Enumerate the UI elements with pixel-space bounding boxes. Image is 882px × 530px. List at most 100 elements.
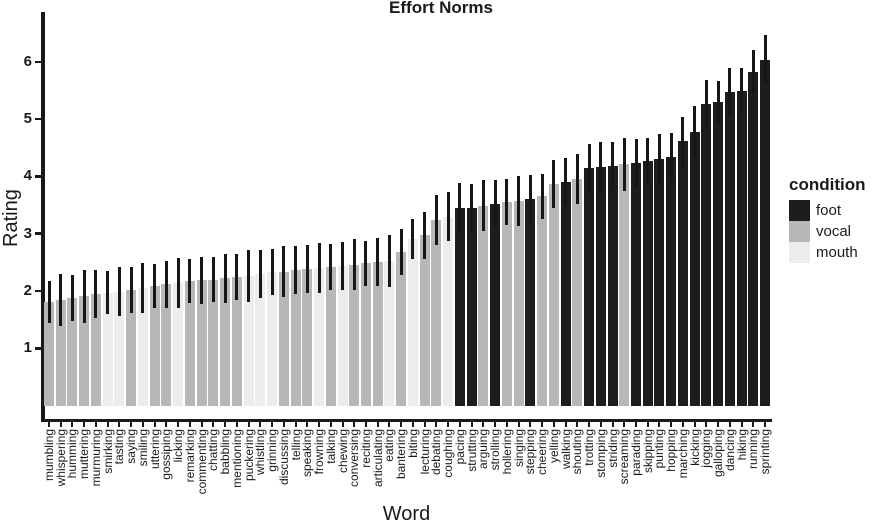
x-tick xyxy=(705,422,708,427)
error-bar xyxy=(341,241,344,290)
bar xyxy=(478,205,489,406)
x-tick xyxy=(564,422,567,427)
bar xyxy=(454,208,465,406)
bar xyxy=(90,294,101,406)
bar xyxy=(513,201,524,406)
legend-swatch-vocal xyxy=(789,221,810,242)
x-tick xyxy=(71,422,74,427)
bar xyxy=(689,132,700,406)
bar xyxy=(595,167,606,406)
x-tick xyxy=(388,422,391,427)
error-bar xyxy=(634,138,638,187)
bar xyxy=(560,181,571,406)
error-bar xyxy=(681,117,685,166)
error-bar xyxy=(70,274,74,321)
bar xyxy=(384,261,395,406)
error-bar xyxy=(153,264,157,308)
error-bar xyxy=(270,249,274,295)
bar xyxy=(572,179,583,406)
error-bar xyxy=(481,180,485,231)
legend-label: foot xyxy=(816,202,842,219)
error-bar xyxy=(94,270,98,319)
x-tick xyxy=(118,422,121,427)
bar xyxy=(431,219,442,406)
x-tick xyxy=(447,422,450,427)
x-tick xyxy=(517,422,520,427)
error-bar xyxy=(235,254,239,301)
x-tick xyxy=(505,422,508,427)
bar xyxy=(443,216,454,406)
x-tick xyxy=(341,422,344,427)
x-tick xyxy=(470,422,473,427)
y-tick-label: 4 xyxy=(23,167,32,185)
x-tick xyxy=(423,422,426,427)
x-tick xyxy=(165,422,168,427)
x-tick xyxy=(599,422,602,427)
error-bar xyxy=(423,211,427,259)
bar xyxy=(243,276,254,406)
error-bar xyxy=(751,49,755,94)
error-bar xyxy=(247,250,251,302)
error-bar xyxy=(47,281,51,323)
y-tick xyxy=(35,232,42,235)
bar xyxy=(419,235,430,406)
bar xyxy=(501,202,512,406)
x-tick xyxy=(635,422,637,427)
x-tick xyxy=(611,422,614,427)
x-tick xyxy=(153,422,156,427)
bar xyxy=(642,160,653,406)
error-bar xyxy=(587,144,591,193)
error-bar xyxy=(387,235,391,287)
x-axis-line xyxy=(41,419,772,422)
bar xyxy=(654,159,665,406)
error-bar xyxy=(528,174,532,223)
error-bar xyxy=(176,258,180,308)
x-tick xyxy=(224,422,227,427)
bar xyxy=(55,300,66,406)
y-tick xyxy=(35,117,42,121)
bar xyxy=(149,285,160,406)
x-tick xyxy=(212,422,215,427)
bar xyxy=(701,104,712,406)
bar xyxy=(67,297,78,406)
error-bar xyxy=(141,263,145,313)
bar xyxy=(748,71,759,406)
error-bar xyxy=(693,106,697,159)
bar xyxy=(314,268,325,406)
x-tick xyxy=(318,422,321,427)
error-bar xyxy=(493,179,497,228)
x-tick xyxy=(588,422,591,427)
x-tick xyxy=(200,422,203,427)
error-bar xyxy=(470,183,474,232)
x-tick xyxy=(188,422,191,427)
error-bar xyxy=(575,154,579,205)
legend-swatch-mouth xyxy=(789,242,810,263)
bar xyxy=(184,281,195,406)
error-bar xyxy=(305,245,309,294)
bar xyxy=(208,279,219,406)
legend-label: mouth xyxy=(816,244,858,261)
x-tick xyxy=(670,422,673,427)
bar xyxy=(407,239,418,406)
x-tick xyxy=(541,422,544,427)
x-tick-label: sprinting xyxy=(758,429,773,475)
x-tick xyxy=(83,422,86,427)
error-bar xyxy=(223,253,227,304)
bar xyxy=(290,270,301,406)
x-tick xyxy=(306,422,309,427)
bar xyxy=(220,278,231,406)
x-tick xyxy=(130,422,133,427)
y-tick-label: 1 xyxy=(23,339,32,357)
x-tick xyxy=(717,422,720,427)
y-tick-label: 2 xyxy=(23,282,32,299)
error-bar xyxy=(329,244,333,290)
bar xyxy=(278,271,289,406)
x-tick xyxy=(693,422,696,427)
legend-swatch-foot xyxy=(789,200,810,221)
error-bar xyxy=(763,35,767,84)
error-bar xyxy=(704,79,708,129)
x-tick xyxy=(282,422,285,427)
x-tick xyxy=(623,422,626,427)
